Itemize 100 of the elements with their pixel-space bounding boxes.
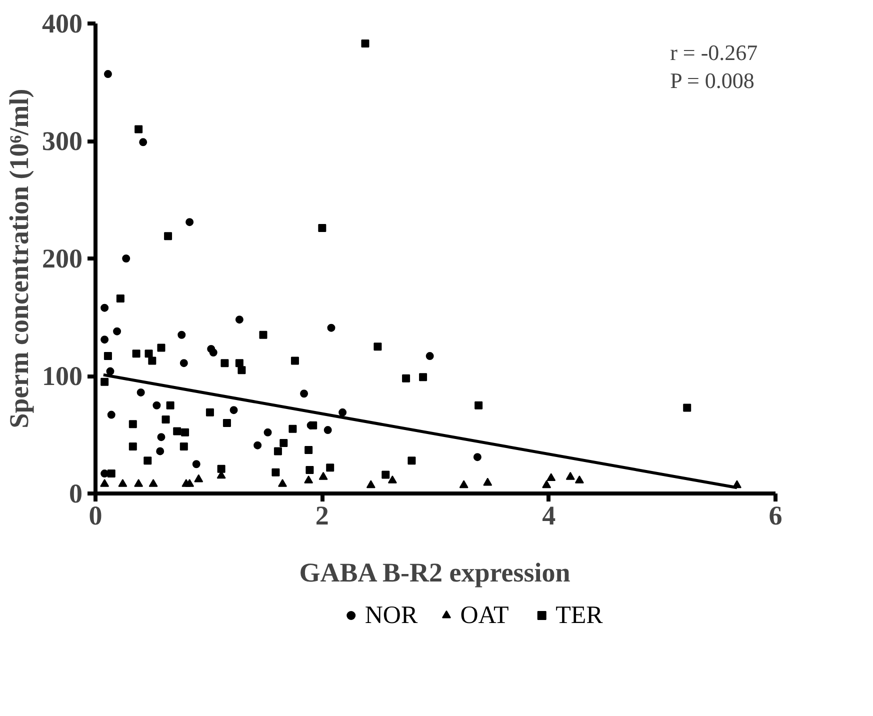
point bbox=[166, 401, 174, 410]
point bbox=[136, 388, 145, 396]
point bbox=[327, 324, 336, 332]
point bbox=[254, 441, 262, 450]
point bbox=[426, 352, 434, 360]
point bbox=[382, 470, 390, 479]
point bbox=[181, 428, 190, 436]
point bbox=[304, 475, 314, 484]
point bbox=[185, 478, 194, 487]
point bbox=[374, 342, 382, 351]
point bbox=[139, 138, 148, 146]
point bbox=[419, 373, 428, 382]
point bbox=[194, 474, 204, 482]
point bbox=[338, 408, 347, 416]
point bbox=[144, 456, 152, 465]
point bbox=[278, 478, 287, 487]
point bbox=[107, 410, 116, 419]
y-tick-label: 200 bbox=[42, 244, 82, 274]
point bbox=[542, 480, 552, 488]
point bbox=[134, 125, 143, 134]
point bbox=[162, 415, 170, 424]
point bbox=[566, 472, 575, 480]
point bbox=[132, 350, 140, 358]
y-tick-label: 0 bbox=[69, 478, 82, 508]
point bbox=[157, 344, 166, 352]
point bbox=[235, 316, 244, 324]
point bbox=[128, 420, 137, 428]
point bbox=[235, 359, 244, 368]
point bbox=[402, 374, 410, 382]
point bbox=[274, 447, 282, 456]
point bbox=[104, 70, 112, 78]
point bbox=[180, 442, 188, 450]
x-tick-label: 4 bbox=[542, 500, 556, 530]
point bbox=[106, 367, 114, 376]
point bbox=[156, 447, 164, 456]
point bbox=[318, 472, 328, 480]
point bbox=[546, 473, 556, 482]
point bbox=[238, 366, 246, 374]
point bbox=[157, 433, 166, 442]
point bbox=[272, 468, 280, 476]
point bbox=[388, 475, 397, 484]
point bbox=[128, 442, 137, 450]
point bbox=[122, 254, 130, 262]
point bbox=[178, 330, 186, 339]
point bbox=[206, 408, 214, 416]
point bbox=[326, 464, 334, 472]
point bbox=[107, 470, 116, 478]
annotation: P = 0.008 bbox=[670, 68, 754, 94]
point bbox=[683, 404, 692, 412]
x-tick-label: 0 bbox=[88, 500, 102, 530]
point bbox=[473, 453, 482, 462]
point bbox=[259, 330, 268, 339]
point bbox=[264, 428, 272, 436]
annotation: r = -0.267 bbox=[670, 40, 758, 65]
point bbox=[217, 464, 226, 473]
y-tick-label: 300 bbox=[42, 126, 82, 156]
x-axis-title: GABA B-R2 expression bbox=[299, 558, 570, 588]
x-tick-label: 2 bbox=[315, 500, 329, 530]
point bbox=[104, 352, 112, 360]
point bbox=[474, 401, 483, 410]
point bbox=[148, 356, 156, 365]
point bbox=[306, 466, 314, 474]
point bbox=[148, 478, 158, 487]
point bbox=[309, 421, 318, 430]
point bbox=[164, 232, 172, 240]
point bbox=[366, 480, 376, 488]
point bbox=[100, 378, 109, 386]
point bbox=[118, 478, 128, 487]
point bbox=[144, 350, 153, 358]
point bbox=[300, 390, 308, 398]
point bbox=[134, 478, 144, 487]
point bbox=[483, 478, 492, 486]
point bbox=[116, 294, 124, 302]
point bbox=[209, 348, 218, 356]
point bbox=[290, 356, 299, 365]
point bbox=[574, 475, 584, 484]
point bbox=[220, 359, 229, 368]
legend-label: NOR bbox=[364, 602, 418, 629]
point bbox=[100, 478, 110, 487]
point bbox=[100, 304, 109, 312]
y-tick-label: 400 bbox=[42, 8, 82, 38]
point bbox=[113, 327, 122, 336]
legend-label: OAT bbox=[460, 602, 509, 629]
point bbox=[324, 426, 332, 434]
point bbox=[180, 359, 188, 368]
point bbox=[459, 480, 468, 488]
point bbox=[230, 406, 238, 414]
point bbox=[288, 424, 297, 433]
point bbox=[361, 39, 370, 48]
point bbox=[152, 401, 161, 410]
point bbox=[318, 224, 326, 232]
point bbox=[408, 456, 416, 465]
point bbox=[192, 460, 200, 468]
point bbox=[304, 446, 313, 454]
point bbox=[280, 438, 288, 447]
point bbox=[186, 218, 194, 226]
y-tick-label: 100 bbox=[42, 361, 82, 391]
point bbox=[173, 427, 182, 436]
x-tick-label: 6 bbox=[768, 500, 782, 530]
legend-label: TER bbox=[556, 602, 604, 629]
